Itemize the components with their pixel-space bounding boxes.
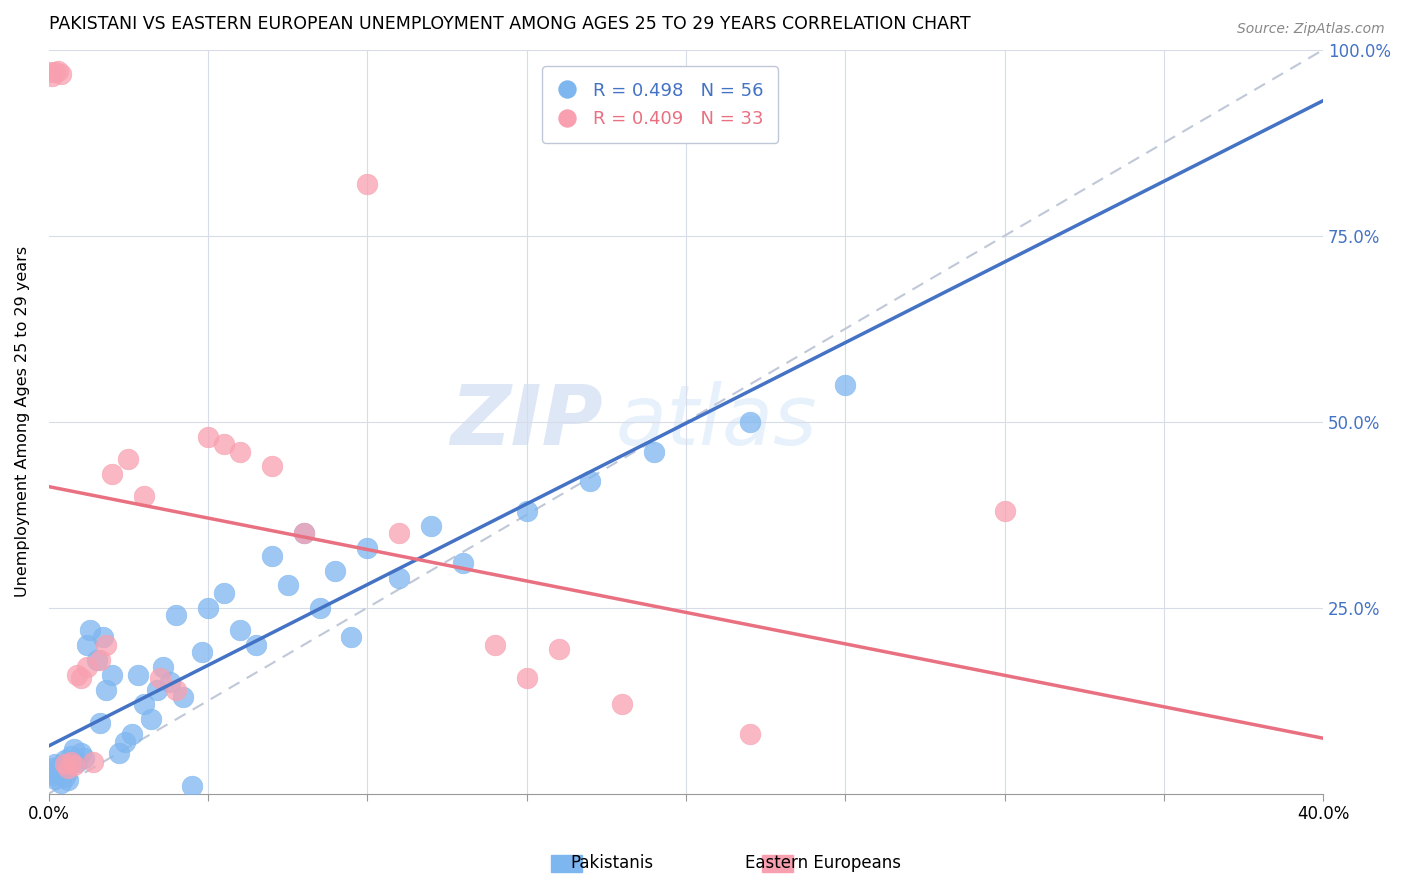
Point <box>108 746 131 760</box>
Point <box>46 765 69 780</box>
Point <box>134 698 156 712</box>
Point <box>308 600 330 615</box>
Point <box>46 763 69 777</box>
Point <box>139 712 162 726</box>
Point <box>197 600 219 615</box>
Point <box>643 444 665 458</box>
Point <box>101 467 124 481</box>
Point <box>834 377 856 392</box>
Point <box>89 716 111 731</box>
Point <box>38 764 60 779</box>
Point <box>38 65 60 79</box>
Point <box>63 758 86 772</box>
Point <box>388 526 411 541</box>
Point <box>44 65 66 79</box>
Point <box>91 631 114 645</box>
Point <box>356 541 378 556</box>
Point <box>86 653 108 667</box>
Point <box>277 578 299 592</box>
Point <box>53 753 76 767</box>
Point <box>260 549 283 563</box>
Point <box>229 623 252 637</box>
Point <box>181 779 204 793</box>
Point <box>149 672 172 686</box>
Point <box>114 734 136 748</box>
Text: PAKISTANI VS EASTERN EUROPEAN UNEMPLOYMENT AMONG AGES 25 TO 29 YEARS CORRELATION: PAKISTANI VS EASTERN EUROPEAN UNEMPLOYME… <box>49 15 970 33</box>
Point <box>53 770 76 784</box>
Text: atlas: atlas <box>616 381 817 462</box>
Point <box>69 746 91 760</box>
Point <box>197 429 219 443</box>
Point <box>44 772 66 786</box>
Point <box>121 727 143 741</box>
Point <box>117 452 139 467</box>
Bar <box>551 855 582 872</box>
Point <box>212 586 235 600</box>
Point <box>94 638 117 652</box>
Point <box>292 526 315 541</box>
Point <box>229 444 252 458</box>
Point <box>41 761 63 775</box>
Text: Source: ZipAtlas.com: Source: ZipAtlas.com <box>1237 22 1385 37</box>
Point <box>165 608 187 623</box>
Point <box>212 437 235 451</box>
Point <box>41 768 63 782</box>
Point <box>63 742 86 756</box>
Point <box>51 758 73 772</box>
Point <box>172 690 194 704</box>
Point <box>516 504 538 518</box>
Point <box>56 773 79 788</box>
Point <box>41 69 63 83</box>
Text: ZIP: ZIP <box>450 381 603 462</box>
Point <box>993 504 1015 518</box>
Point <box>101 667 124 681</box>
Point <box>89 653 111 667</box>
Point <box>260 459 283 474</box>
Point <box>388 571 411 585</box>
Bar <box>762 855 793 872</box>
Point <box>738 727 761 741</box>
Point <box>60 749 83 764</box>
Point <box>146 682 169 697</box>
Point <box>612 698 634 712</box>
Point <box>82 756 104 770</box>
Point <box>94 682 117 697</box>
Point <box>73 751 96 765</box>
Legend: R = 0.498   N = 56, R = 0.409   N = 33: R = 0.498 N = 56, R = 0.409 N = 33 <box>543 66 778 143</box>
Text: Pakistanis: Pakistanis <box>569 855 654 872</box>
Point <box>152 660 174 674</box>
Point <box>356 177 378 191</box>
Point <box>53 756 76 771</box>
Point <box>484 638 506 652</box>
Point <box>579 475 602 489</box>
Point <box>451 556 474 570</box>
Text: Eastern Europeans: Eastern Europeans <box>745 855 900 872</box>
Point <box>51 775 73 789</box>
Point <box>69 672 91 686</box>
Point <box>325 564 347 578</box>
Point <box>76 638 98 652</box>
Point <box>66 756 89 770</box>
Point <box>134 489 156 503</box>
Point <box>165 682 187 697</box>
Point <box>79 623 101 637</box>
Point <box>76 660 98 674</box>
Point <box>420 519 443 533</box>
Y-axis label: Unemployment Among Ages 25 to 29 years: Unemployment Among Ages 25 to 29 years <box>15 246 30 598</box>
Point <box>66 667 89 681</box>
Point <box>159 675 181 690</box>
Point <box>60 756 83 770</box>
Point <box>51 67 73 81</box>
Point <box>340 631 363 645</box>
Point <box>245 638 267 652</box>
Point <box>127 667 149 681</box>
Point <box>547 641 569 656</box>
Point <box>516 672 538 686</box>
Point <box>738 415 761 429</box>
Point <box>44 756 66 771</box>
Point <box>190 645 212 659</box>
Point <box>292 526 315 541</box>
Point <box>56 761 79 775</box>
Point <box>46 63 69 78</box>
